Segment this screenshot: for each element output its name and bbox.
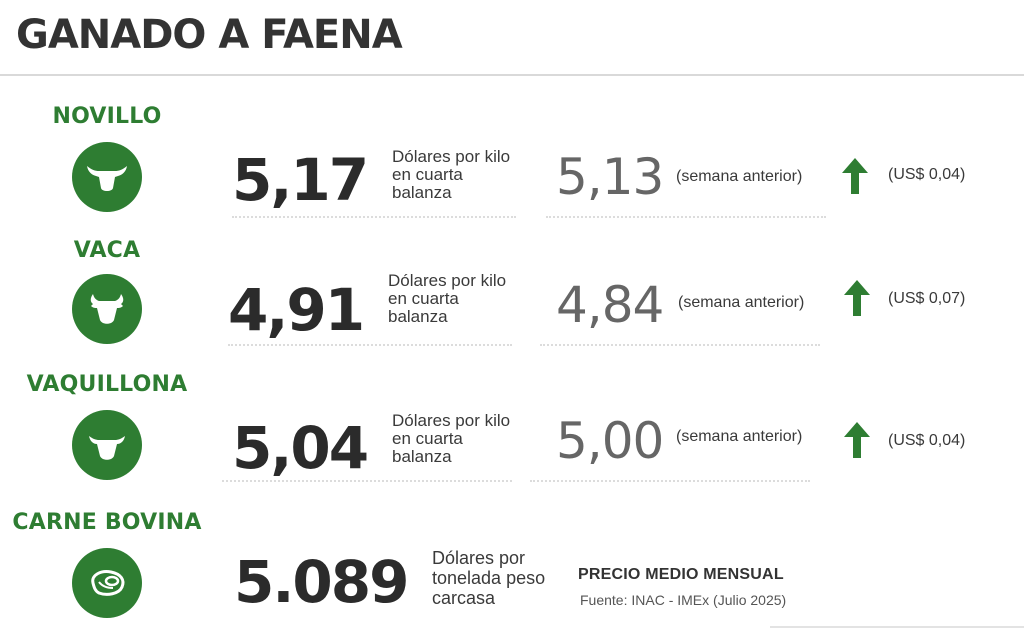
- dotted-divider: [228, 344, 512, 346]
- dotted-divider: [530, 480, 810, 482]
- price-row-vaca: VACA 4,91 Dólares por kilo en cuarta bal…: [0, 238, 1024, 378]
- previous-label: (semana anterior): [678, 294, 805, 311]
- price-unit: Dólares por kilo en cuarta balanza: [392, 411, 511, 466]
- dotted-divider: [540, 344, 820, 346]
- steer-head-icon: [72, 142, 142, 212]
- category-label: VACA: [73, 238, 141, 263]
- price-unit: Dólares por kilo en cuarta balanza: [388, 271, 507, 326]
- previous-label: (semana anterior): [676, 428, 803, 445]
- price-value: 5,04: [232, 414, 369, 482]
- title-divider: [0, 74, 1024, 76]
- note-title: PRECIO MEDIO MENSUAL: [578, 566, 784, 583]
- trend-up-arrow-icon: [844, 422, 870, 458]
- price-unit: Dólares por kilo en cuarta balanza: [392, 147, 511, 202]
- price-value: 5.089: [234, 548, 409, 616]
- price-row-novillo: NOVILLO 5,17 Dólares por kilo en cuarta …: [0, 104, 1024, 244]
- price-value: 5,17: [232, 146, 369, 214]
- heifer-head-icon: [72, 410, 142, 480]
- dotted-divider: [546, 216, 826, 218]
- bottom-divider: [770, 626, 1024, 628]
- dotted-divider: [222, 480, 512, 482]
- dotted-divider: [232, 216, 516, 218]
- trend-up-arrow-icon: [842, 158, 868, 194]
- price-delta: (US$ 0,07): [888, 290, 966, 307]
- previous-value: 5,00: [556, 412, 664, 470]
- price-delta: (US$ 0,04): [888, 432, 966, 449]
- category-label: NOVILLO: [52, 104, 162, 129]
- category-label: CARNE BOVINA: [12, 510, 202, 535]
- previous-value: 5,13: [556, 148, 664, 206]
- trend-up-arrow-icon: [844, 280, 870, 316]
- price-delta: (US$ 0,04): [888, 166, 966, 183]
- category-label: VAQUILLONA: [26, 372, 188, 397]
- source-note: Fuente: INAC - IMEx (Julio 2025): [580, 592, 787, 608]
- page-title: GANADO A FAENA: [16, 12, 403, 58]
- cow-head-icon: [72, 274, 142, 344]
- price-unit: Dólares por tonelada peso carcasa: [432, 548, 546, 608]
- meat-cut-icon: [72, 548, 142, 618]
- price-value: 4,91: [228, 276, 365, 344]
- price-row-carne-bovina: CARNE BOVINA 5.089 Dólares por tonelada …: [0, 510, 1024, 634]
- previous-label: (semana anterior): [676, 168, 803, 185]
- price-row-vaquillona: VAQUILLONA 5,04 Dólares por kilo en cuar…: [0, 372, 1024, 512]
- previous-value: 4,84: [556, 276, 664, 334]
